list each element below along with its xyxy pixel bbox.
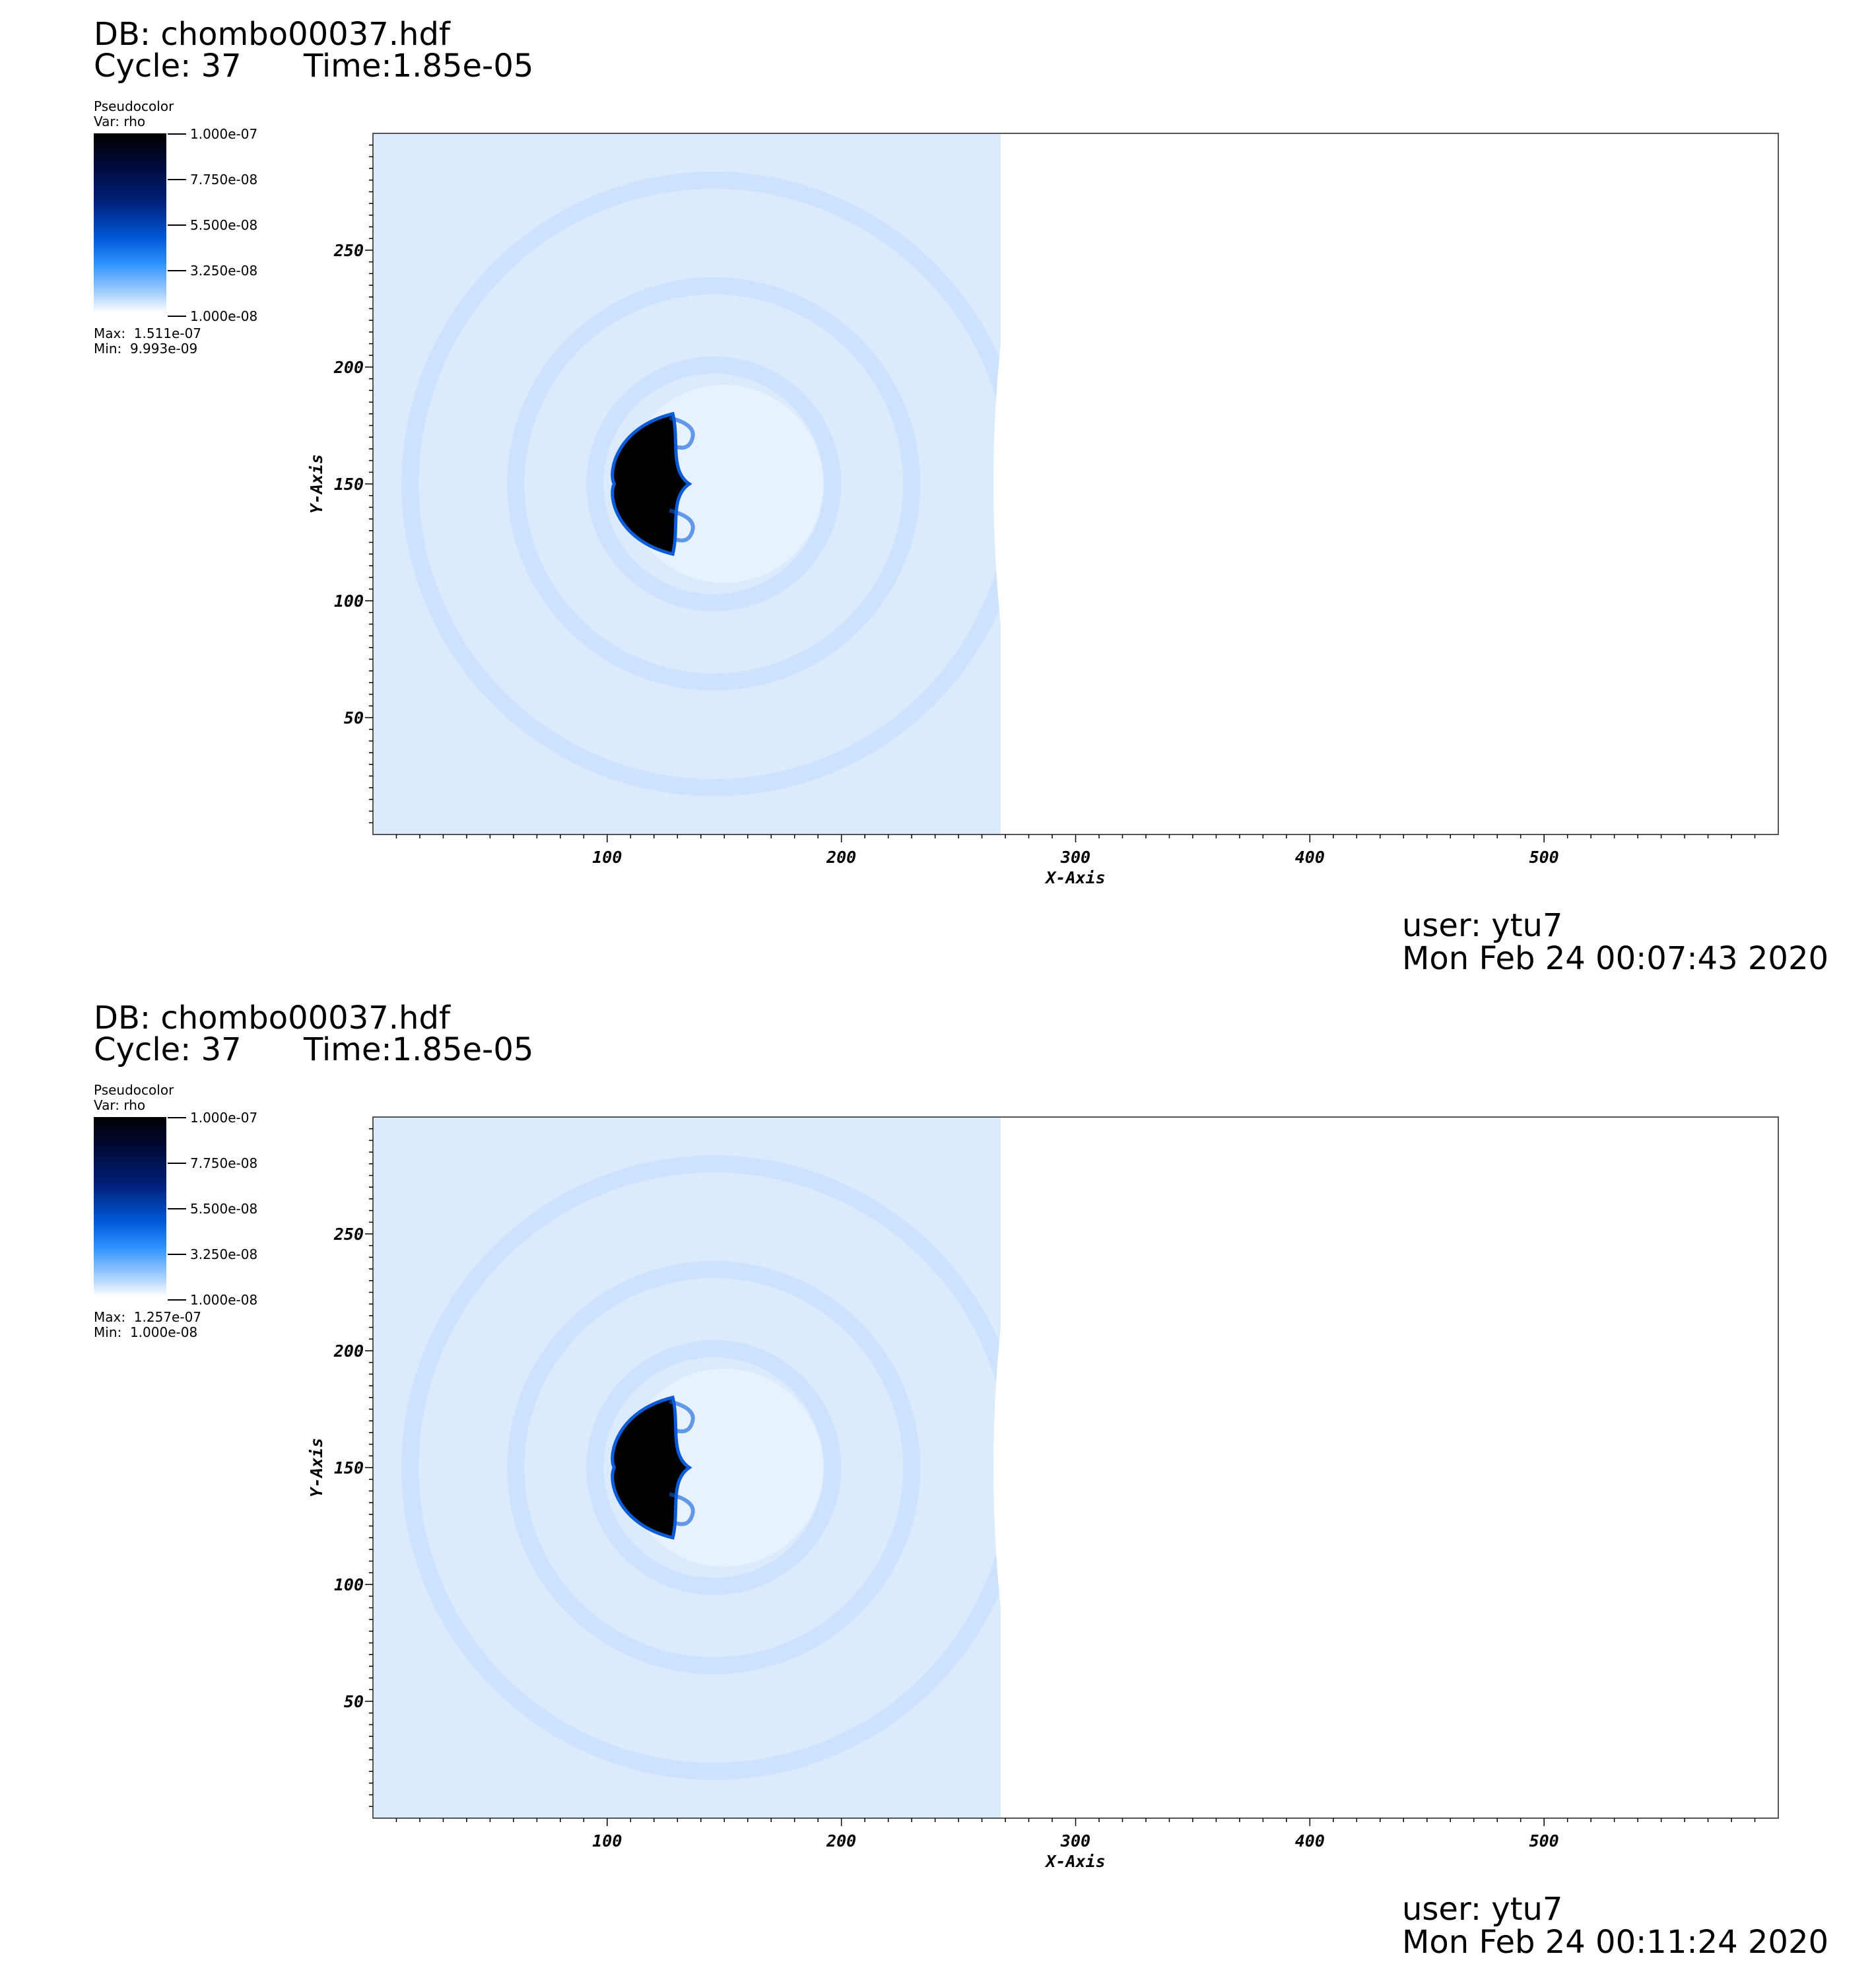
y-tick-label: 200 xyxy=(333,1342,364,1361)
y-axis-label: Y-Axis xyxy=(307,454,326,514)
colorbar-tick xyxy=(168,1163,186,1164)
colorbar-label: 1.000e-07 xyxy=(190,1110,258,1126)
legend-var: Var: rho xyxy=(94,1097,146,1113)
colorbar-tick xyxy=(168,1254,186,1255)
density-field xyxy=(373,1117,1001,1818)
y-tick-label: 150 xyxy=(334,1458,364,1478)
shock-shell xyxy=(586,1340,842,1595)
colorbar-tick xyxy=(168,270,186,271)
colorbar-label: 1.000e-08 xyxy=(190,308,258,324)
dense-clump xyxy=(611,1395,692,1540)
x-tick-label: 400 xyxy=(1295,1831,1325,1851)
db-title: DB: chombo00037.hdf xyxy=(94,1000,450,1036)
y-tick-label: 100 xyxy=(334,592,364,611)
y-tick-label: 100 xyxy=(334,1575,364,1594)
vortex-wisp xyxy=(669,415,695,450)
x-tick-label: 400 xyxy=(1295,848,1325,867)
ambient-region xyxy=(373,1117,1001,1818)
y-tick-label: 250 xyxy=(333,1225,364,1244)
legend-min: Min: 1.000e-08 xyxy=(94,1324,198,1340)
y-tick-label: 50 xyxy=(344,708,364,728)
colorbar-tick xyxy=(168,1299,186,1301)
colorbar-label: 3.250e-08 xyxy=(190,1246,258,1262)
x-axis-label: X-Axis xyxy=(1044,868,1105,887)
colorbar-tick xyxy=(168,133,186,135)
dense-clump xyxy=(611,411,692,557)
colorbar-label: 1.000e-07 xyxy=(190,126,258,142)
legend-header: Pseudocolor Var: rho xyxy=(94,99,174,129)
colorbar xyxy=(94,133,166,313)
x-tick-label: 300 xyxy=(1060,848,1090,867)
cycle-label: Cycle: 37 xyxy=(94,48,242,85)
colorbar-label: 5.500e-08 xyxy=(190,1201,258,1217)
cycle-label: Cycle: 37 xyxy=(94,1031,242,1068)
colorbar-tick xyxy=(168,1208,186,1209)
legend-var: Var: rho xyxy=(94,114,146,129)
colorbar-label: 7.750e-08 xyxy=(190,1155,258,1171)
user-label: user: ytu7 xyxy=(1402,1891,1563,1928)
colorbar-label: 7.750e-08 xyxy=(190,172,258,187)
time-label: Time:1.85e-05 xyxy=(304,1031,534,1068)
legend-header: Pseudocolor Var: rho xyxy=(94,1083,174,1113)
x-tick-label: 100 xyxy=(592,1831,622,1851)
user-label: user: ytu7 xyxy=(1402,907,1563,944)
density-field xyxy=(373,133,1001,834)
colorbar-tick xyxy=(168,316,186,317)
colorbar-tick xyxy=(168,1117,186,1118)
plot-panel-1: DB: chombo00037.hdf Cycle: 37 Time:1.85e… xyxy=(0,0,1876,984)
x-tick-label: 300 xyxy=(1060,1831,1090,1851)
x-tick-label: 500 xyxy=(1529,848,1559,867)
x-tick-label: 200 xyxy=(826,1831,856,1851)
shock-shell xyxy=(507,1261,921,1674)
density-plot: 100 200 300 400 500 50 100 150 200 250 X-Axis Y-Axi… xyxy=(307,133,1779,887)
vortex-wisp xyxy=(669,508,695,543)
colorbar-tick xyxy=(168,224,186,226)
x-axis-label: X-Axis xyxy=(1044,1852,1105,1871)
shock-shell xyxy=(586,357,842,611)
y-tick-label: 250 xyxy=(333,241,364,260)
legend-max: Max: 1.511e-07 xyxy=(94,325,202,341)
ambient-region xyxy=(373,133,1001,834)
y-axis-label: Y-Axis xyxy=(307,1438,326,1497)
y-tick-label: 200 xyxy=(333,358,364,377)
x-tick-label: 100 xyxy=(592,848,622,867)
shock-shell xyxy=(401,172,1001,796)
colorbar-label: 5.500e-08 xyxy=(190,217,258,233)
legend-title: Pseudocolor xyxy=(94,98,174,114)
y-tick-label: 50 xyxy=(344,1692,364,1711)
db-title: DB: chombo00037.hdf xyxy=(94,16,450,53)
date-label: Mon Feb 24 00:07:43 2020 xyxy=(1402,940,1829,977)
colorbar-label: 3.250e-08 xyxy=(190,263,258,279)
vortex-wisp xyxy=(669,1399,695,1434)
plot-panel-2: DB: chombo00037.hdf Cycle: 37 Time:1.85e… xyxy=(0,984,1876,1967)
x-tick-label: 500 xyxy=(1529,1831,1559,1851)
colorbar xyxy=(94,1117,166,1297)
date-label: Mon Feb 24 00:11:24 2020 xyxy=(1402,1924,1829,1961)
colorbar-label: 1.000e-08 xyxy=(190,1292,258,1308)
legend-title: Pseudocolor xyxy=(94,1082,174,1098)
legend-min: Min: 9.993e-09 xyxy=(94,341,198,357)
shock-shell xyxy=(401,1155,1001,1780)
colorbar-tick xyxy=(168,179,186,180)
y-tick-label: 150 xyxy=(334,475,364,494)
density-plot: 100 200 300 400 500 50 100 150 200 250 X-Axis Y-Axi… xyxy=(307,1116,1779,1871)
x-tick-label: 200 xyxy=(826,848,856,867)
shock-shell xyxy=(507,277,921,691)
vortex-wisp xyxy=(669,1492,695,1526)
legend-max: Max: 1.257e-07 xyxy=(94,1309,202,1325)
time-label: Time:1.85e-05 xyxy=(304,48,534,85)
